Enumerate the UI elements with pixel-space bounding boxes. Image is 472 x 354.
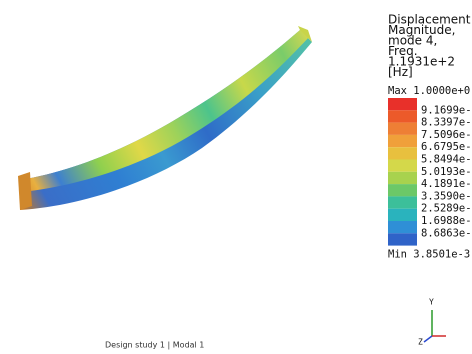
legend-swatch <box>388 171 417 185</box>
legend-swatch <box>388 122 417 135</box>
legend-swatch <box>388 208 417 221</box>
legend-title: Freq. <box>388 44 418 58</box>
triad-y-label: Y <box>429 298 434 307</box>
legend-swatch <box>388 221 417 234</box>
legend-label: 6.6795e-1 <box>421 141 472 153</box>
legend-swatch <box>388 233 417 246</box>
legend-max: Max 1.0000e+0 <box>388 85 470 97</box>
legend-label: 3.3590e-1 <box>421 190 472 202</box>
legend-label: 5.8494e-1 <box>421 154 472 166</box>
legend-swatch <box>388 110 417 123</box>
legend-label: 8.3397e-1 <box>421 117 472 129</box>
legend-swatch <box>388 134 417 148</box>
legend-label: 9.1699e-1 <box>421 104 472 116</box>
legend-swatch <box>388 147 417 160</box>
legend-swatch <box>388 196 417 209</box>
legend-label: 1.6988e-1 <box>421 215 472 227</box>
beam-model <box>18 26 312 210</box>
legend-swatch <box>388 184 417 197</box>
legend-min: Min 3.8501e-3 <box>388 249 470 261</box>
legend-label: 4.1891e-1 <box>421 178 472 190</box>
legend-label: 8.6863e-2 <box>421 227 472 239</box>
legend-label: 7.5096e-1 <box>421 129 472 141</box>
axis-triad: Y Z <box>418 298 446 347</box>
triad-z-label: Z <box>418 338 423 347</box>
legend-title: mode 4, <box>388 34 437 48</box>
legend-title: Displacement <box>388 13 471 27</box>
footer-text: Design study 1 | Modal 1 <box>105 341 204 350</box>
legend-swatch <box>388 159 417 172</box>
legend-title: Magnitude, <box>388 23 455 37</box>
legend-title: [Hz] <box>388 65 413 79</box>
legend-swatch <box>388 98 417 111</box>
legend-label: 5.0193e-1 <box>421 166 472 178</box>
legend-title: 1.1931e+2 <box>388 55 455 69</box>
legend-label: 2.5289e-1 <box>421 203 472 215</box>
